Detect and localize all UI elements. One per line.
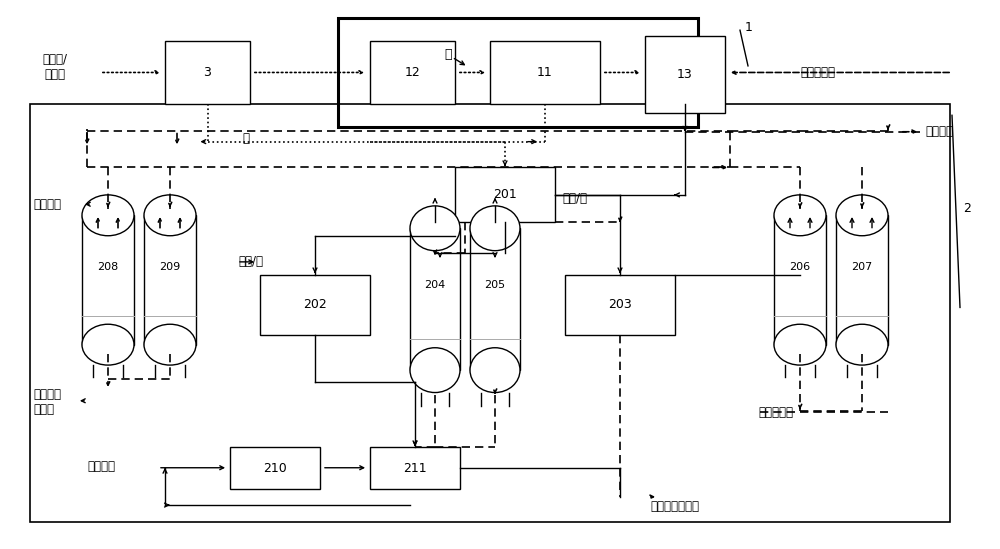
Ellipse shape <box>836 195 888 236</box>
Ellipse shape <box>774 195 826 236</box>
Bar <box>165 41 250 104</box>
Bar <box>338 18 698 127</box>
Text: 206: 206 <box>789 262 811 272</box>
Text: 吹扫再生气排气: 吹扫再生气排气 <box>650 500 699 513</box>
Text: 氧气/水: 氧气/水 <box>238 255 263 268</box>
Ellipse shape <box>82 195 134 236</box>
Text: 2: 2 <box>963 202 971 215</box>
Text: 新能源/
低谷电: 新能源/ 低谷电 <box>42 53 68 81</box>
Text: 13: 13 <box>677 68 693 81</box>
Bar <box>645 36 725 113</box>
Text: 209: 209 <box>159 262 181 272</box>
Text: 207: 207 <box>851 262 873 272</box>
Text: 204: 204 <box>424 280 446 290</box>
Text: 210: 210 <box>263 462 287 474</box>
Bar <box>260 274 370 335</box>
Bar <box>470 228 520 370</box>
Text: 1: 1 <box>745 21 753 34</box>
Bar <box>774 215 826 345</box>
Text: 氧气产品: 氧气产品 <box>33 198 61 211</box>
Text: 吹扫再生气: 吹扫再生气 <box>800 66 835 79</box>
Text: 12: 12 <box>405 66 420 79</box>
Ellipse shape <box>410 206 460 251</box>
Ellipse shape <box>774 324 826 365</box>
Bar <box>370 41 455 104</box>
Bar <box>410 228 460 370</box>
Text: 202: 202 <box>303 298 327 311</box>
Text: 电解用水: 电解用水 <box>87 460 115 473</box>
Text: 211: 211 <box>403 462 427 474</box>
Bar <box>455 167 555 222</box>
Text: 201: 201 <box>493 188 517 201</box>
Bar <box>230 447 320 489</box>
Bar <box>144 215 196 345</box>
Ellipse shape <box>82 324 134 365</box>
Text: 208: 208 <box>97 262 119 272</box>
Text: 吹扫再生气: 吹扫再生气 <box>758 406 793 419</box>
Text: 氢气/水: 氢气/水 <box>562 192 587 205</box>
Ellipse shape <box>470 206 520 251</box>
Text: 吹扫再生
气排气: 吹扫再生 气排气 <box>33 388 61 416</box>
Text: 11: 11 <box>537 66 553 79</box>
Text: 氢气产品: 氢气产品 <box>925 125 953 138</box>
Bar <box>565 274 675 335</box>
Bar <box>836 215 888 345</box>
Ellipse shape <box>144 195 196 236</box>
Ellipse shape <box>144 324 196 365</box>
Bar <box>370 447 460 489</box>
Bar <box>30 104 950 522</box>
Ellipse shape <box>836 324 888 365</box>
Bar <box>490 41 600 104</box>
Ellipse shape <box>410 348 460 393</box>
Bar <box>82 215 134 345</box>
Text: 电: 电 <box>242 132 249 145</box>
Ellipse shape <box>470 348 520 393</box>
Text: 203: 203 <box>608 298 632 311</box>
Text: 3: 3 <box>204 66 211 79</box>
Text: 205: 205 <box>484 280 506 290</box>
Text: 热: 热 <box>444 48 452 61</box>
